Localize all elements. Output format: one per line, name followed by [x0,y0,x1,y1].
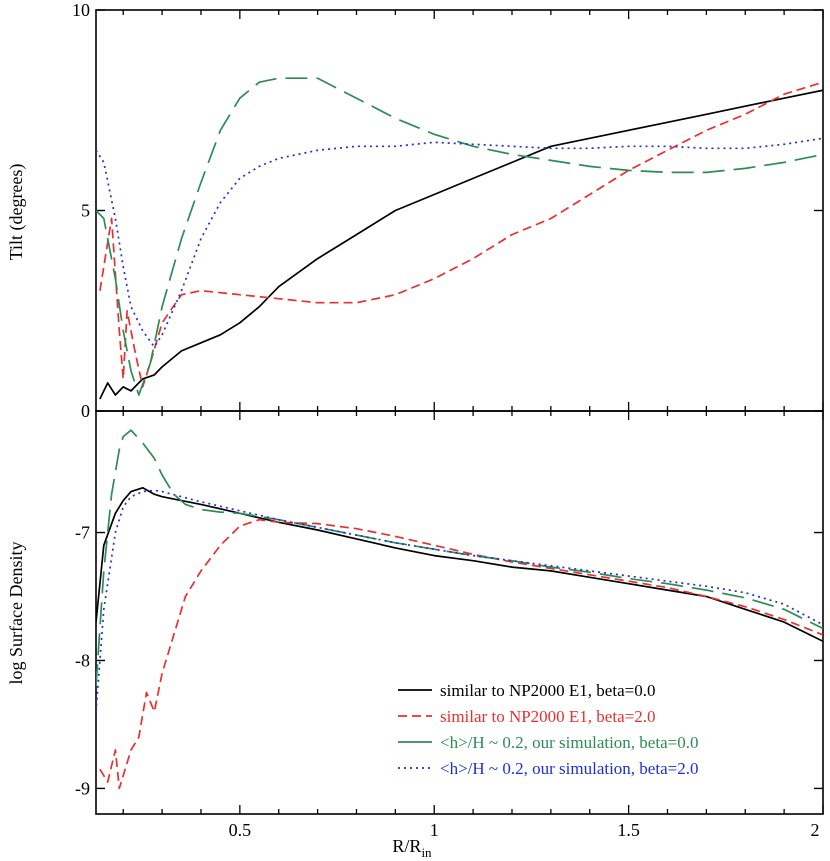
legend-label-blue: <h>/H ~ 0.2, our simulation, beta=2.0 [440,759,698,778]
x-axis-title-sub: in [421,845,432,860]
density-panel-frame [95,410,824,815]
legend: similar to NP2000 E1, beta=0.0 similar t… [398,681,698,778]
tilt-series-3-line [96,137,823,348]
tilt-series-1-line [99,81,823,388]
tilt-panel-frame [95,9,824,412]
tilt-y-tick-label: 0 [81,401,90,421]
tilt-y-tick-label: 10 [72,0,90,20]
density-series-3-line [96,489,823,712]
tilt-series [96,77,823,400]
tilt-y-tick-label: 5 [81,201,90,221]
legend-label-black: similar to NP2000 E1, beta=0.0 [440,681,655,700]
density-y-tick-label: -7 [75,523,90,543]
tick-labels: 0 5 10 -9 -8 -7 0.5 1 1.5 2 [72,0,820,840]
tilt-series-0-line [99,89,823,400]
x-tick-label: 0.5 [229,820,252,840]
x-tick-label: 1 [430,820,439,840]
legend-label-green: <h>/H ~ 0.2, our simulation, beta=0.0 [440,733,698,752]
x-tick-label: 2 [811,820,820,840]
x-tick-label: 1.5 [617,820,640,840]
density-y-axis-title: log Surface Density [6,542,26,685]
density-ticks [96,411,824,814]
density-y-tick-label: -9 [75,778,90,798]
density-y-tick-label: -8 [75,650,90,670]
density-series-0-line [96,486,823,643]
tilt-ticks [96,9,824,412]
tilt-y-axis-title: Tilt (degrees) [6,164,27,261]
tilt-series-2-line [96,77,823,396]
density-series-1-line [99,518,823,790]
x-axis-title-main: R/R [392,836,421,856]
x-axis-title: R/Rin [392,836,432,860]
density-series [96,429,823,790]
legend-label-red: similar to NP2000 E1, beta=2.0 [440,707,655,726]
